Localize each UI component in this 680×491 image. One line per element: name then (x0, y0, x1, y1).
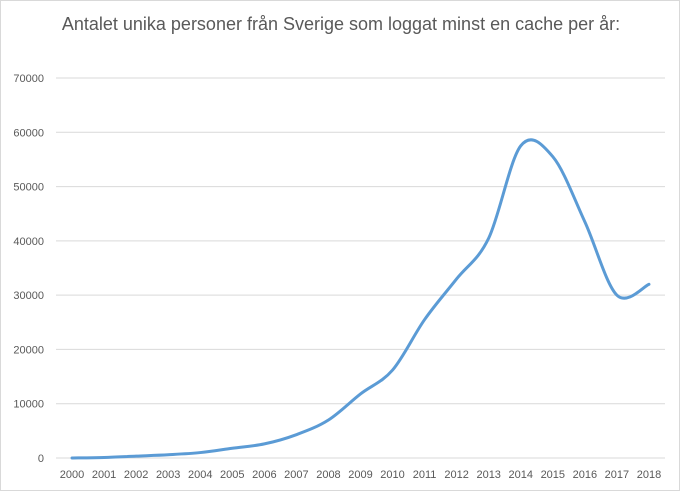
x-tick-label: 2007 (284, 469, 308, 481)
y-tick-label: 20000 (13, 344, 44, 356)
y-tick-label: 70000 (13, 73, 44, 85)
chart-title: Antalet unika personer från Sverige som … (61, 14, 621, 34)
series-line (70, 138, 651, 460)
x-tick-label: 2003 (156, 469, 180, 481)
data-point-2012 (454, 276, 460, 282)
y-tick-label: 10000 (13, 399, 44, 411)
data-point-2015 (550, 154, 556, 160)
y-tick-label: 30000 (13, 290, 44, 302)
y-axis: 0 10000 20000 30000 40000 50000 60000 70000 (13, 73, 44, 465)
x-tick-label: 2012 (444, 469, 468, 481)
data-point-2009 (358, 391, 364, 397)
data-point-2004 (197, 450, 203, 456)
x-tick-label: 2006 (252, 469, 276, 481)
x-tick-label: 2014 (509, 469, 533, 481)
data-point-2007 (293, 432, 299, 438)
gridlines (56, 77, 665, 459)
x-tick-label: 2018 (637, 469, 661, 481)
data-point-2006 (261, 441, 267, 447)
data-point-2002 (133, 453, 139, 459)
x-tick-label: 2015 (541, 469, 565, 481)
x-tick-label: 2011 (413, 469, 437, 481)
x-tick-label: 2010 (380, 469, 404, 481)
series-group (69, 138, 652, 461)
x-tick-label: 2017 (605, 469, 629, 481)
data-point-2018 (646, 281, 652, 287)
data-point-2000 (69, 455, 75, 461)
data-point-2001 (101, 454, 107, 460)
data-point-2011 (422, 317, 428, 323)
data-point-2005 (229, 445, 235, 451)
x-tick-label: 2009 (348, 469, 372, 481)
y-tick-label: 0 (38, 453, 44, 465)
y-tick-label: 50000 (13, 182, 44, 194)
x-tick-label: 2016 (573, 469, 597, 481)
x-tick-label: 2000 (60, 469, 84, 481)
data-point-2008 (325, 417, 331, 423)
x-tick-label: 2004 (188, 469, 212, 481)
y-tick-label: 40000 (13, 236, 44, 248)
x-axis: 2000 2001 2002 2003 2004 2005 2006 2007 2008 2009… (60, 469, 661, 481)
data-point-2013 (486, 235, 492, 241)
x-tick-label: 2005 (220, 469, 244, 481)
data-point-2003 (165, 452, 171, 458)
x-tick-label: 2001 (92, 469, 116, 481)
y-tick-label: 60000 (13, 127, 44, 139)
data-point-2016 (582, 219, 588, 225)
x-tick-label: 2002 (124, 469, 148, 481)
x-tick-label: 2008 (316, 469, 340, 481)
data-point-2010 (390, 367, 396, 373)
data-point-2014 (518, 143, 524, 149)
x-tick-label: 2013 (476, 469, 500, 481)
data-point-2017 (614, 292, 620, 298)
